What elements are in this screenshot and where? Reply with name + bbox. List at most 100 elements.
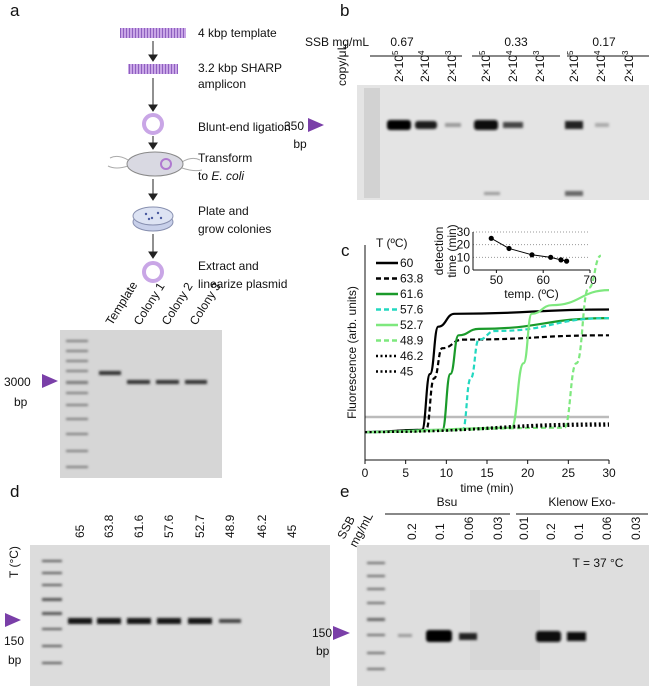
- lane-label: 0.2: [544, 523, 558, 540]
- lane-base: 2×10: [479, 55, 493, 82]
- lane-label: 0.01: [517, 516, 531, 540]
- x-tick-label: 70: [583, 273, 597, 287]
- step-label: Extract and: [198, 259, 259, 273]
- copy-label: copy/μL: [335, 43, 349, 86]
- lane-base: 2×10: [418, 55, 432, 82]
- step-label: to E. coli: [198, 169, 244, 183]
- legend-label: 63.8: [400, 272, 424, 286]
- temperature-note: T = 37 °C: [573, 556, 624, 570]
- marker-unit: bp: [8, 653, 22, 667]
- lane-exp: 4: [593, 50, 602, 55]
- lane-exp: 4: [417, 50, 426, 55]
- y-tick-label: 0: [463, 263, 470, 277]
- legend-title: T (ºC): [376, 236, 408, 250]
- step-label: Transform: [198, 151, 252, 165]
- marker-unit: bp: [293, 137, 307, 151]
- x-axis-label: time (min): [460, 481, 513, 495]
- step-label: Plate and: [198, 204, 249, 218]
- lane-label: 2×103: [444, 50, 459, 82]
- x-tick-label: 50: [490, 273, 504, 287]
- lane-exp: 5: [566, 50, 575, 55]
- x-tick-label: 20: [521, 466, 535, 480]
- marker-label: 3000: [4, 375, 31, 389]
- step-label: linearize plasmid: [198, 277, 287, 291]
- lane-exp: 3: [621, 50, 630, 55]
- y-tick-label: 10: [457, 250, 471, 264]
- lane-label: 2×103: [532, 50, 547, 82]
- marker-unit: bp: [14, 395, 28, 409]
- axis-label: T (°C): [7, 546, 21, 578]
- legend-label: 48.9: [400, 334, 424, 348]
- step-label-part: E. coli: [211, 169, 244, 183]
- lane-label: 45: [285, 524, 299, 538]
- gel-e: [333, 545, 649, 686]
- legend-label: 46.2: [400, 349, 424, 363]
- y-tick-label: 30: [457, 225, 471, 239]
- lane-label: 2×104: [505, 50, 520, 82]
- legend-label: 60: [400, 256, 414, 270]
- workflow-icons: [107, 28, 203, 283]
- lane-label: 2×104: [417, 50, 432, 82]
- lane-label: 52.7: [193, 514, 207, 538]
- point: [548, 254, 554, 260]
- lane-label: 0.06: [600, 516, 614, 540]
- step-label: amplicon: [198, 77, 246, 91]
- gel-a: [42, 330, 222, 478]
- lane-label: 65: [73, 524, 87, 538]
- y-axis-label: time (min): [445, 224, 459, 277]
- lane-label: 2×105: [478, 50, 493, 82]
- lane-label: 2×105: [391, 50, 406, 82]
- group-label: Klenow Exo-: [548, 495, 615, 509]
- lane-label: 0.03: [629, 516, 643, 540]
- point: [529, 252, 535, 258]
- x-tick-label: 0: [362, 466, 369, 480]
- step-label: Blunt-end ligation: [198, 120, 291, 134]
- lane-label: 46.2: [255, 514, 269, 538]
- lane-label: 48.9: [223, 514, 237, 538]
- x-tick-label: 25: [562, 466, 576, 480]
- marker-label: 350: [284, 119, 304, 133]
- x-axis-label: temp. (ºC): [504, 287, 558, 301]
- marker-label: 150: [4, 634, 24, 648]
- point: [506, 245, 512, 252]
- x-tick-label: 30: [602, 466, 616, 480]
- x-tick-label: 15: [480, 466, 494, 480]
- x-tick-label: 60: [537, 273, 551, 287]
- series-line: [491, 237, 567, 262]
- lane-base: 2×10: [445, 55, 459, 82]
- y-axis-label: detection: [432, 227, 446, 276]
- marker-label: 150: [312, 626, 332, 640]
- lane-label: 2×103: [621, 50, 636, 82]
- lane-label: 0.1: [433, 523, 447, 540]
- x-tick-label: 5: [402, 466, 409, 480]
- legend-label: 45: [400, 365, 414, 379]
- lane-label: 57.6: [162, 514, 176, 538]
- lane-base: 2×10: [567, 55, 581, 82]
- lane-label: 2×104: [593, 50, 608, 82]
- lane-base: 2×10: [594, 55, 608, 82]
- lane-label: 0.06: [462, 516, 476, 540]
- lane-base: 2×10: [533, 55, 547, 82]
- point: [564, 258, 570, 264]
- lane-label: 63.8: [102, 514, 116, 538]
- lane-exp: 4: [505, 50, 514, 55]
- lane-exp: 3: [444, 50, 453, 55]
- gel-d: [5, 545, 330, 686]
- y-axis-label: Fluorescence (arb. units): [345, 286, 359, 419]
- series-line: [364, 254, 602, 434]
- panel-label: d: [10, 482, 19, 501]
- panel-label: a: [10, 1, 20, 20]
- step-label: grow colonies: [198, 222, 271, 236]
- step-label: 4 kbp template: [198, 26, 277, 40]
- lane-base: 2×10: [392, 55, 406, 82]
- lane-label: 0.1: [572, 523, 586, 540]
- y-tick-label: 20: [457, 238, 471, 252]
- series-line: [364, 424, 610, 434]
- concentration: 0.33: [504, 35, 528, 49]
- x-tick-label: 10: [440, 466, 454, 480]
- panel-label: e: [340, 482, 349, 501]
- step-label: 3.2 kbp SHARP: [198, 61, 282, 75]
- legend-label: 52.7: [400, 318, 424, 332]
- lane-label: 2×105: [566, 50, 581, 82]
